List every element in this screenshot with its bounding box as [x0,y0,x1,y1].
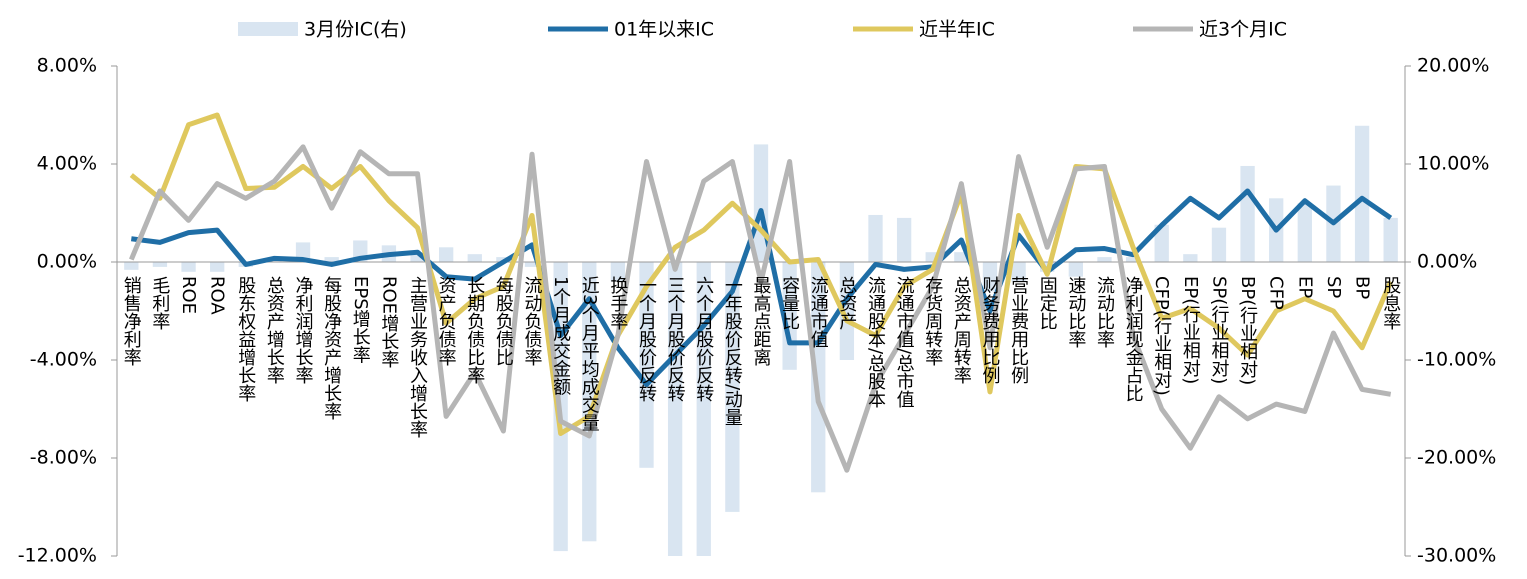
bar [1383,217,1398,262]
bar [524,262,540,267]
bar [925,252,940,262]
bar [896,217,912,262]
line [129,112,1393,436]
x-tick-label: ROE增长率 [378,276,399,368]
x-tick-label: 1个月成交金额 [550,276,571,395]
bar [410,252,425,262]
bar [1297,203,1312,262]
x-tick-label: EP(行业相对) [1180,276,1201,384]
bar [1011,262,1026,282]
bar [1154,224,1169,262]
x-tick-label: 营业费用比例 [1008,276,1029,384]
bar [725,262,740,512]
x-tick-label: 净利润现金占比 [1123,276,1144,402]
x-tick-label: 流通股本/总股本 [865,276,886,408]
x-tick-label: BP(行业相对) [1237,276,1258,385]
bar [1097,257,1112,262]
y2-tick-label: 10.00% [1417,153,1489,175]
y-tick-label: -8.00% [30,447,97,469]
y-tick-label: 8.00% [37,55,97,77]
bar [1068,262,1083,277]
legend-swatch [238,22,298,36]
bar [1354,125,1370,262]
bar [582,262,597,542]
bar [1183,254,1198,262]
x-tick-label: 股息率 [1380,276,1401,330]
x-tick-label: ROE [178,276,199,314]
x-tick-label: 总资产增长率 [264,276,285,384]
y-tick-label: -12.00% [18,545,97,567]
x-tick-label: 财务费用比例 [979,276,1000,384]
x-tick-label: 资产负债率 [436,276,457,366]
x-tick-label: 总资产 [836,276,857,330]
y2-tick-label: 20.00% [1417,55,1489,77]
bar [467,254,482,262]
x-tick-label: ROA [207,276,228,315]
line [129,144,1392,473]
x-tick-label: SP(行业相对) [1208,276,1229,384]
bar [152,262,168,267]
x-tick-label: 净利润增长率 [293,276,314,384]
bar [210,262,225,272]
line [130,188,1393,387]
x-tick-label: 存货周转率 [922,276,943,366]
x-tick-label: 流通市值 [808,276,829,348]
x-tick-label: 股东权益增长率 [235,276,256,402]
x-tick-label: BP [1352,276,1373,299]
y2-tick-label: -30.00% [1417,545,1496,567]
bar [1125,257,1141,262]
x-tick-label: CFP [1266,276,1287,310]
bar [1240,165,1255,262]
legend-label: 01年以来IC [614,19,714,41]
x-tick-label: 六个月股价反转 [693,276,714,402]
legend-label: 近半年IC [919,19,995,41]
bar [181,262,196,272]
x-tick-label: 一个月股价反转 [636,276,657,402]
x-tick-label: 换手率 [607,276,628,330]
x-tick-label: 流动比率 [1094,276,1115,348]
x-tick-label: 一年股价反转/动量 [722,276,743,426]
x-tick-label: 流动负债率 [522,276,543,366]
bar [839,262,855,360]
x-tick-label: 流通市值/总市值 [894,276,915,408]
bar [439,247,454,262]
x-tick-label: EP [1294,276,1315,298]
y-tick-label: -4.00% [30,349,97,371]
x-tick-label: 三个月股价反转 [665,276,686,402]
y-tick-label: 0.00% [37,251,97,273]
x-tick-label: 最高点距离 [751,276,772,367]
y2-tick-label: -20.00% [1417,447,1496,469]
bar [696,262,711,556]
x-tick-label: 总资产周转率 [951,276,972,384]
x-tick-label: 每股负债比 [493,276,514,366]
bar [811,262,826,493]
bar [667,262,683,556]
x-tick-label: 容量比 [779,276,800,330]
bar [124,262,139,270]
bar [324,257,339,262]
y-tick-label: 4.00% [37,153,97,175]
x-tick-label: EPS增长率 [350,276,371,364]
x-tick-label: 主营业务收入增长率 [407,276,428,438]
y2-tick-label: -10.00% [1417,349,1496,371]
bar [868,214,883,262]
x-tick-label: 销售净利率 [121,276,142,366]
bar [639,262,654,468]
bar [1211,227,1227,262]
x-tick-label: 近3个月平均成交量 [579,276,600,432]
x-tick-label: SP [1323,276,1344,298]
legend-label: 3月份IC(右) [304,19,407,41]
legend-label: 近3个月IC [1199,19,1287,41]
x-tick-label: CFP(行业相对) [1151,276,1172,396]
x-tick-label: 长期负债比率 [464,276,485,384]
y2-tick-label: 0.00% [1417,251,1477,273]
x-tick-label: 速动比率 [1065,276,1086,348]
x-tick-label: 毛利率 [149,276,170,330]
x-tick-label: 每股净资产增长率 [321,276,342,420]
bar [610,262,626,282]
bar [954,252,969,262]
x-tick-label: 固定比 [1037,276,1058,330]
bar [982,262,998,292]
